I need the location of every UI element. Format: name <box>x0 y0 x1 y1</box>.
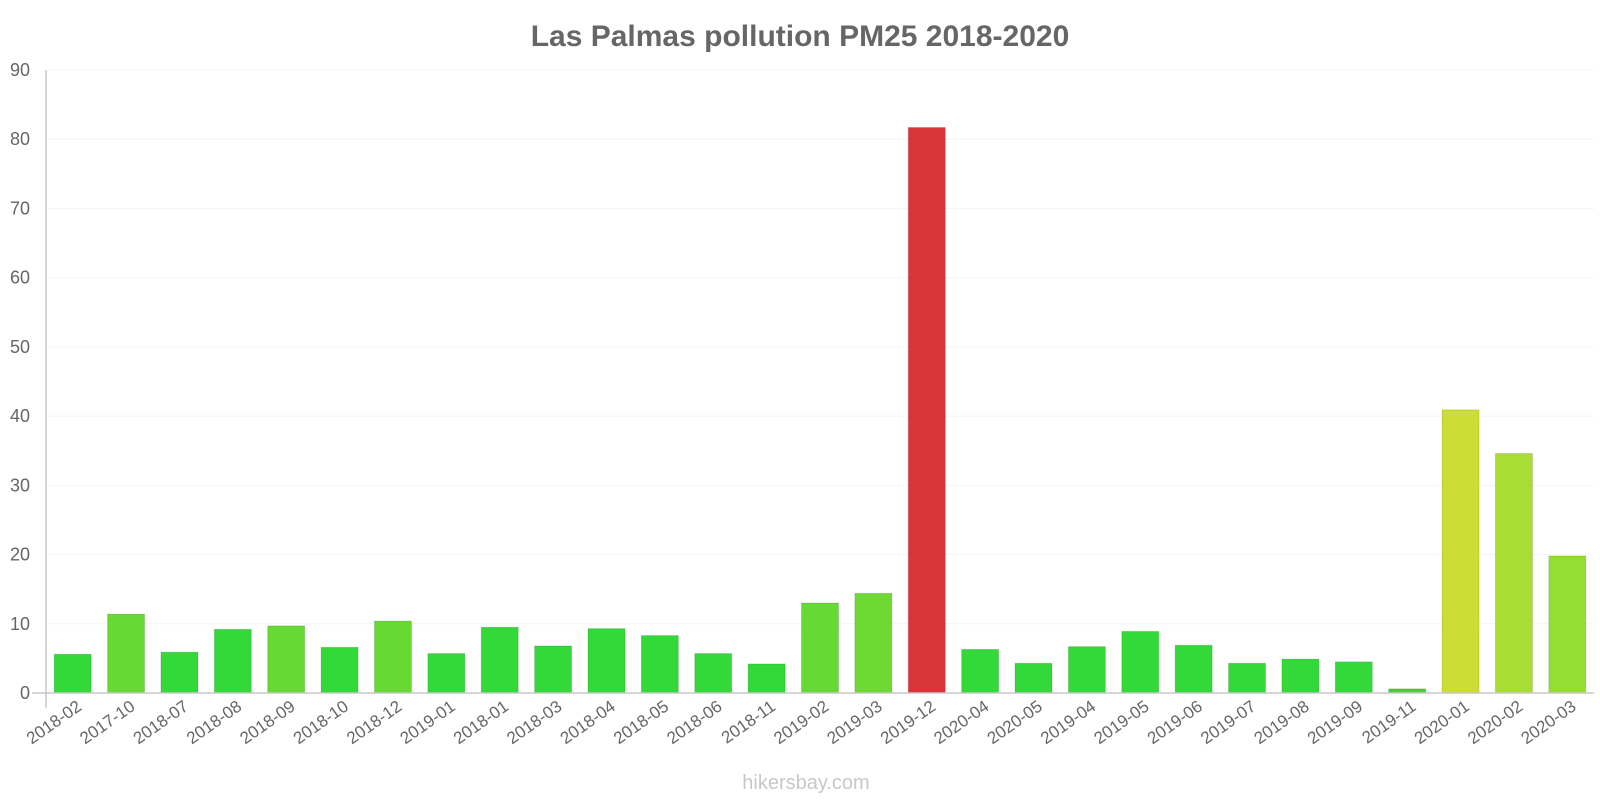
watermark: hikersbay.com <box>742 772 869 794</box>
y-tick-label: 10 <box>10 614 30 634</box>
x-tick-label: 2019-09 <box>1304 697 1366 748</box>
x-tick-label: 2019-11 <box>1358 697 1419 748</box>
x-tick-label: 2019-05 <box>1091 697 1153 748</box>
x-tick-label: 2019-04 <box>1037 697 1099 748</box>
x-tick-label: 2018-02 <box>23 697 85 748</box>
x-tick-label: 2018-08 <box>183 697 245 748</box>
y-tick-label: 0 <box>20 683 30 703</box>
bar-2018-06 <box>694 653 733 694</box>
x-tick-label: 2019-06 <box>1144 697 1206 748</box>
x-tick-label: 2019-01 <box>397 697 459 748</box>
x-tick-label: 2018-12 <box>343 697 405 748</box>
bar-2018-12 <box>373 620 412 694</box>
bar-2019-01 <box>427 653 466 694</box>
bar-2018-04 <box>587 628 626 694</box>
bars <box>53 126 1587 694</box>
x-tick-label: 2018-01 <box>450 697 512 748</box>
y-axis-ticks: 0 10 20 30 40 50 60 70 80 90 <box>10 60 30 703</box>
bar-2018-07 <box>160 651 199 694</box>
bar-2018-03 <box>534 645 573 694</box>
bar-2018-02 <box>53 653 92 694</box>
x-tick-label: 2018-06 <box>664 697 726 748</box>
x-tick-label: 2019-03 <box>824 697 886 748</box>
x-tick-label: 2020-03 <box>1518 697 1580 748</box>
x-tick-label: 2018-07 <box>130 697 192 748</box>
x-tick-label: 2020-04 <box>930 697 992 748</box>
y-tick-label: 40 <box>10 406 30 426</box>
x-tick-label: 2018-05 <box>610 697 672 748</box>
bar-2019-12 <box>907 126 946 694</box>
bar-2019-04 <box>1067 646 1106 694</box>
y-tick-label: 90 <box>10 60 30 80</box>
x-tick-label: 2017-10 <box>76 697 138 748</box>
y-tick-label: 20 <box>10 545 30 565</box>
bar-2020-02 <box>1494 452 1533 694</box>
x-tick-label: 2019-02 <box>770 697 832 748</box>
bar-2018-11 <box>747 663 786 694</box>
bar-2020-03 <box>1548 555 1587 694</box>
bar-2019-08 <box>1281 658 1320 694</box>
bar-2020-05 <box>1014 662 1053 694</box>
x-tick-label: 2018-10 <box>290 697 352 748</box>
x-tick-label: 2019-12 <box>877 697 939 748</box>
y-tick-label: 80 <box>10 129 30 149</box>
y-tick-label: 30 <box>10 475 30 495</box>
bar-2017-10 <box>107 613 146 694</box>
y-tick-label: 60 <box>10 268 30 288</box>
bar-2019-06 <box>1174 644 1213 694</box>
bar-2018-09 <box>267 625 306 694</box>
bar-2019-07 <box>1228 662 1267 694</box>
x-tick-label: 2018-11 <box>718 697 779 748</box>
x-tick-label: 2018-04 <box>557 697 619 748</box>
bar-2018-08 <box>213 628 252 694</box>
gridlines <box>46 69 1594 625</box>
bar-2020-04 <box>961 648 1000 694</box>
chart-title: Las Palmas pollution PM25 2018-2020 <box>531 20 1070 53</box>
x-tick-label: 2020-01 <box>1411 697 1473 748</box>
bar-2018-05 <box>640 635 679 694</box>
y-tick-label: 70 <box>10 198 30 218</box>
bar-2018-10 <box>320 646 359 694</box>
bar-2019-03 <box>854 592 893 694</box>
bar-2019-02 <box>801 602 839 694</box>
x-tick-label: 2019-08 <box>1251 697 1313 748</box>
x-tick-label: 2019-07 <box>1197 697 1259 748</box>
y-tick-label: 50 <box>10 337 30 357</box>
bar-2019-05 <box>1121 630 1160 694</box>
x-tick-label: 2018-03 <box>503 697 565 748</box>
bar-2020-01 <box>1441 409 1480 694</box>
bar-2018-01 <box>480 626 519 694</box>
x-tick-label: 2020-02 <box>1464 697 1526 748</box>
bar-2019-09 <box>1334 661 1373 694</box>
x-axis-ticks: 2018-022017-102018-072018-082018-092018-… <box>23 697 1580 748</box>
x-tick-label: 2018-09 <box>236 697 298 748</box>
axes <box>32 70 1594 708</box>
x-tick-label: 2020-05 <box>984 697 1046 748</box>
